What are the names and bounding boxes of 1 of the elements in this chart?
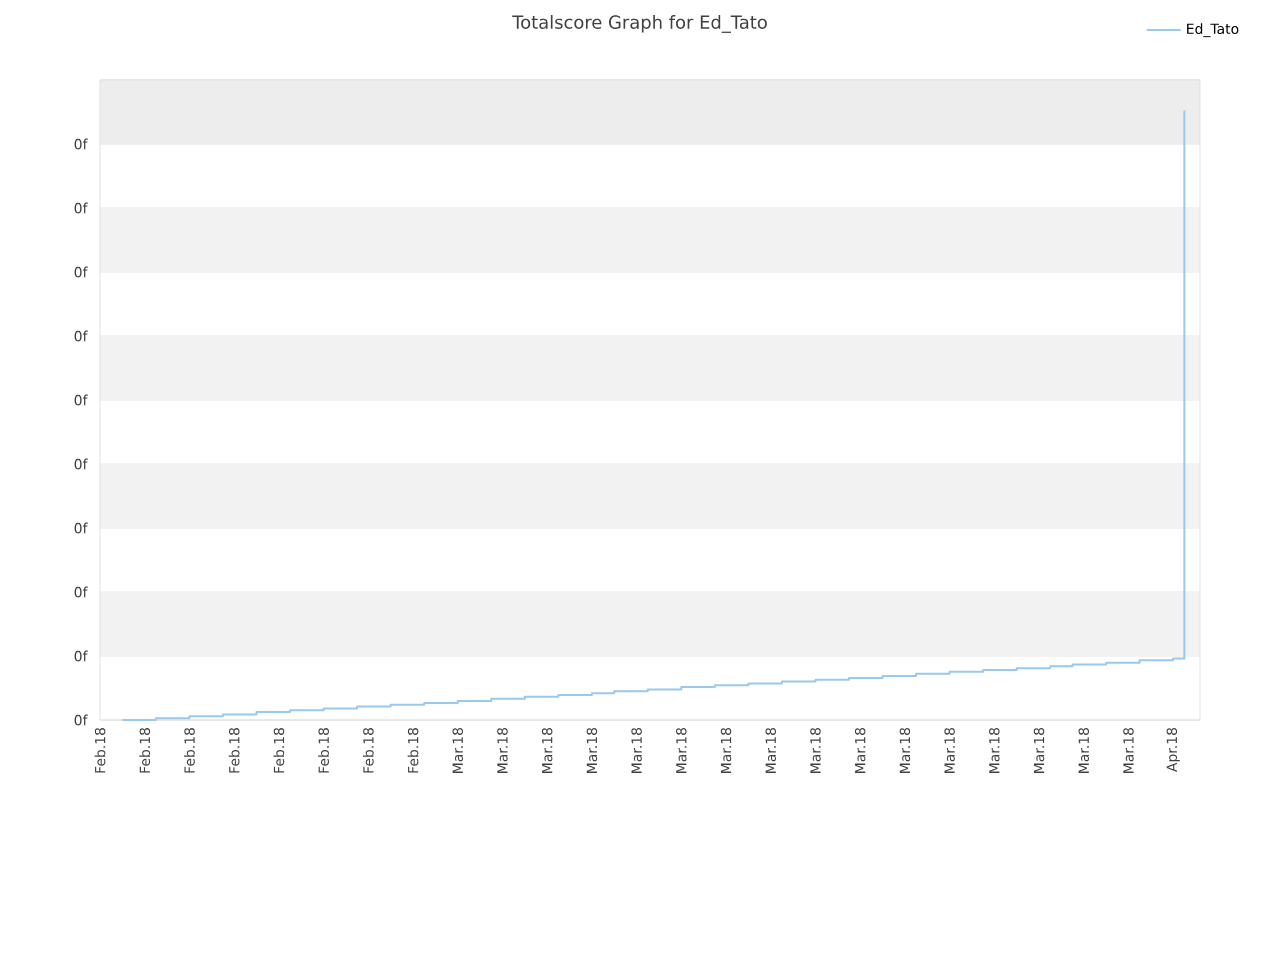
chart-title: Totalscore Graph for Ed_Tato: [512, 15, 767, 33]
